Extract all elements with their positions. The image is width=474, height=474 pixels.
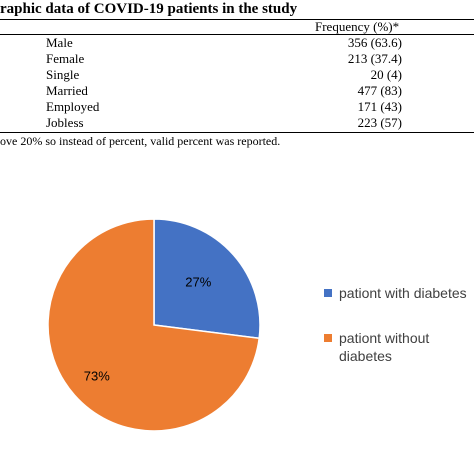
slice-data-label: 27% [185, 275, 211, 290]
row-label: Male [46, 35, 73, 50]
table-bottom-rule [0, 132, 474, 133]
pie-chart: 27% 73% [47, 218, 261, 432]
row-value: 477 (83) [357, 83, 402, 98]
table-row: Male 356 (63.6) [0, 35, 474, 51]
row-label: Jobless [46, 115, 84, 130]
legend-label: pationt with diabetes [339, 285, 467, 301]
row-value: 356 (63.6) [347, 35, 402, 50]
pie-slice-without-diabetes [47, 218, 261, 432]
legend-swatch [324, 334, 332, 342]
table-row: Married 477 (83) [0, 83, 474, 99]
table-row: Jobless 223 (57) [0, 115, 474, 131]
table-row: Single 20 (4) [0, 67, 474, 83]
table-header-rule [0, 34, 474, 35]
row-value: 20 (4) [370, 67, 402, 82]
legend-label: pationt without [339, 330, 430, 346]
row-value: 213 (37.4) [347, 51, 402, 66]
table-row: Female 213 (37.4) [0, 51, 474, 67]
row-label: Female [46, 51, 85, 66]
legend-swatch [324, 289, 332, 297]
column-header-frequency: Frequency (%)* [315, 19, 400, 34]
row-value: 171 (43) [357, 99, 402, 114]
table-title: raphic data of COVID-19 patients in the … [0, 1, 298, 17]
row-value: 223 (57) [357, 115, 402, 130]
slice-data-label: 73% [84, 368, 110, 383]
table-footnote: ove 20% so instead of percent, valid per… [0, 134, 281, 148]
legend-label-line2: diabetes [339, 348, 392, 364]
row-label: Married [46, 83, 88, 98]
table-row: Employed 171 (43) [0, 99, 474, 115]
table-top-rule [0, 19, 474, 20]
pie-slice-with-diabetes [153, 218, 261, 340]
row-label: Single [46, 67, 80, 82]
row-label: Employed [46, 99, 100, 114]
